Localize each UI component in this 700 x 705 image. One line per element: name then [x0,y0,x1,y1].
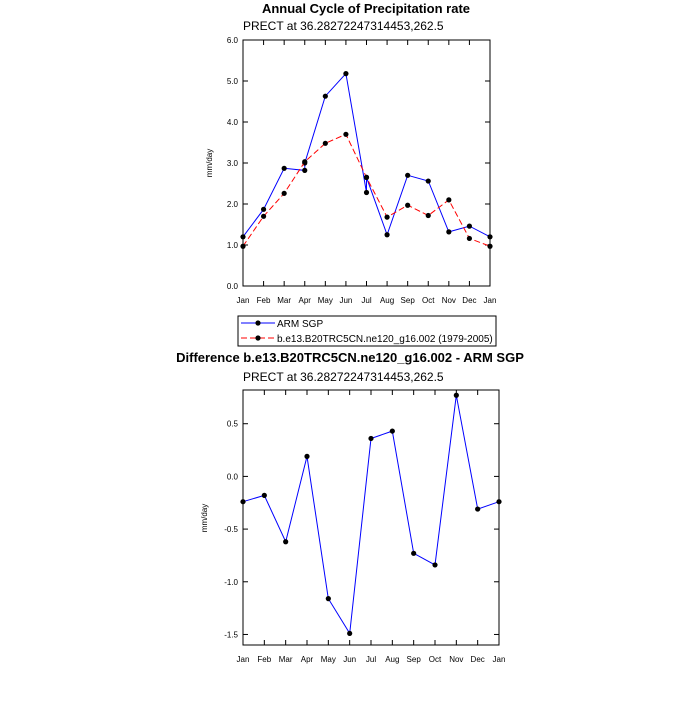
legend-frame [237,315,497,347]
chart1-data-point [363,189,370,196]
chart2-data-point [261,492,267,498]
chart1-data-point [384,232,390,238]
chart2-ytick-label: -0.5 [224,525,238,534]
chart1-data-point [384,214,390,220]
chart1-ytick-label: 4.0 [227,118,239,127]
chart1-series-line [242,72,491,238]
chart2-frame [242,389,500,646]
chart2-data-point [389,428,395,434]
chart1-ytick-label: 1.0 [227,241,239,250]
chart1-data-point [260,213,267,219]
chart2-xtick-label: Mar [279,655,293,664]
chart1-data-point [487,243,493,249]
chart2-xtick-label: Dec [471,655,485,664]
chart1-xtick-label: Feb [257,296,271,305]
chart1-xtick-label: Aug [380,296,394,305]
chart1-data-point [425,178,431,184]
chart2-series-line [242,395,500,635]
chart1-xtick-label: Apr [299,296,312,305]
chart1-data-point [240,243,246,249]
chart1-xtick-label: Dec [462,296,476,305]
chart1-ytick-label: 0.0 [227,282,239,291]
chart1-plot: 0.0 1.0 2.0 3.0 4.0 5.0 6.0 Jan Feb Mar Apr May Jun J… [227,36,497,305]
chart2-xtick-label: Feb [257,655,271,664]
chart1-data-point [322,140,328,146]
chart2-data-point [240,499,246,505]
chart2-data-point [304,453,310,459]
chart2-xtick-label: Apr [301,655,314,664]
chart2-subtitle: PRECT at 36.28272247314453,262.5 [243,370,444,384]
chart1-ytick-label: 6.0 [227,36,239,45]
chart1-ylabel: mm/day [205,149,214,177]
legend-label-arm: ARM SGP [277,319,323,330]
chart2-xtick-label: Nov [449,655,463,664]
chart2-data-point [283,539,289,545]
chart1-xtick-label: Jan [237,296,250,305]
chart2-ytick-label: 0.5 [227,420,239,429]
chart1-ytick-label: 2.0 [227,200,239,209]
chart2-xtick-label: Jan [493,655,506,664]
chart2-ytick-label: 0.0 [227,472,239,481]
chart2-xtick-label: Jun [343,655,356,664]
chart2-data-point [475,506,481,512]
chart2-data-point [368,435,374,442]
chart1-data-point [446,197,452,203]
chart1-data-point [281,165,287,171]
chart1-xtick-label: Nov [442,296,456,305]
chart1-frame [242,39,491,287]
chart2-xtick-label: Aug [385,655,399,664]
chart2-ytick-label: -1.0 [224,578,238,587]
chart1-data-point [322,93,328,99]
chart2-data-point [432,562,438,568]
chart1-subtitle: PRECT at 36.28272247314453,262.5 [243,19,444,33]
chart2-xtick-label: Oct [429,655,442,664]
chart1-data-point [240,234,246,240]
chart1-xtick-label: May [318,296,333,305]
chart1-xtick-label: Oct [422,296,435,305]
chart1-xtick-label: Mar [277,296,291,305]
chart2-data-point [496,499,502,505]
chart2-xtick-label: May [321,655,336,664]
chart1-data-point [466,235,473,242]
chart2-ytick-label: -1.5 [224,630,238,639]
chart2-data-point [453,392,459,398]
chart1-data-point [363,174,370,180]
chart2-xtick-label: Jul [366,655,376,664]
chart1-xtick-label: Jan [484,296,497,305]
chart1-data-point [466,223,473,229]
chart1-data-point [343,131,349,137]
chart1-ytick-label: 3.0 [227,159,239,168]
chart1-title: Annual Cycle of Precipitation rate [262,1,470,16]
chart1-data-point [425,212,431,219]
chart1-xtick-label: Jun [339,296,352,305]
chart2-ylabel: mm/day [200,504,209,532]
chart1-data-point [260,206,267,212]
chart1-data-point [405,202,411,208]
chart2-data-point [347,630,353,637]
chart1-legend: ARM SGP b.e13.B20TRC5CN.ne120_g16.002 (1… [237,315,497,347]
chart1-xtick-label: Sep [401,296,416,305]
legend-label-model: b.e13.B20TRC5CN.ne120_g16.002 (1979-2005… [277,334,493,345]
chart2-title: Difference b.e13.B20TRC5CN.ne120_g16.002… [176,350,524,365]
chart1-data-point [281,190,287,196]
chart2-xtick-label: Jan [237,655,250,664]
chart1-xtick-label: Jul [361,296,371,305]
chart2-plot: 0.5 0.0 -0.5 -1.0 -1.5 Jan Feb Mar Apr May Jun Jul A… [224,389,506,664]
chart2-xtick-label: Sep [407,655,422,664]
chart1-data-point [302,159,308,165]
chart2-data-point [325,596,331,602]
chart1-data-point [343,71,349,77]
chart1-ytick-label: 5.0 [227,77,239,86]
chart1-data-point [487,234,493,240]
chart1-data-point [302,167,308,173]
chart1-data-point [446,229,452,235]
chart2-data-point [411,550,417,556]
chart1-data-point [405,172,411,178]
legend-marker-model [255,335,261,341]
legend-marker-arm [255,320,261,326]
